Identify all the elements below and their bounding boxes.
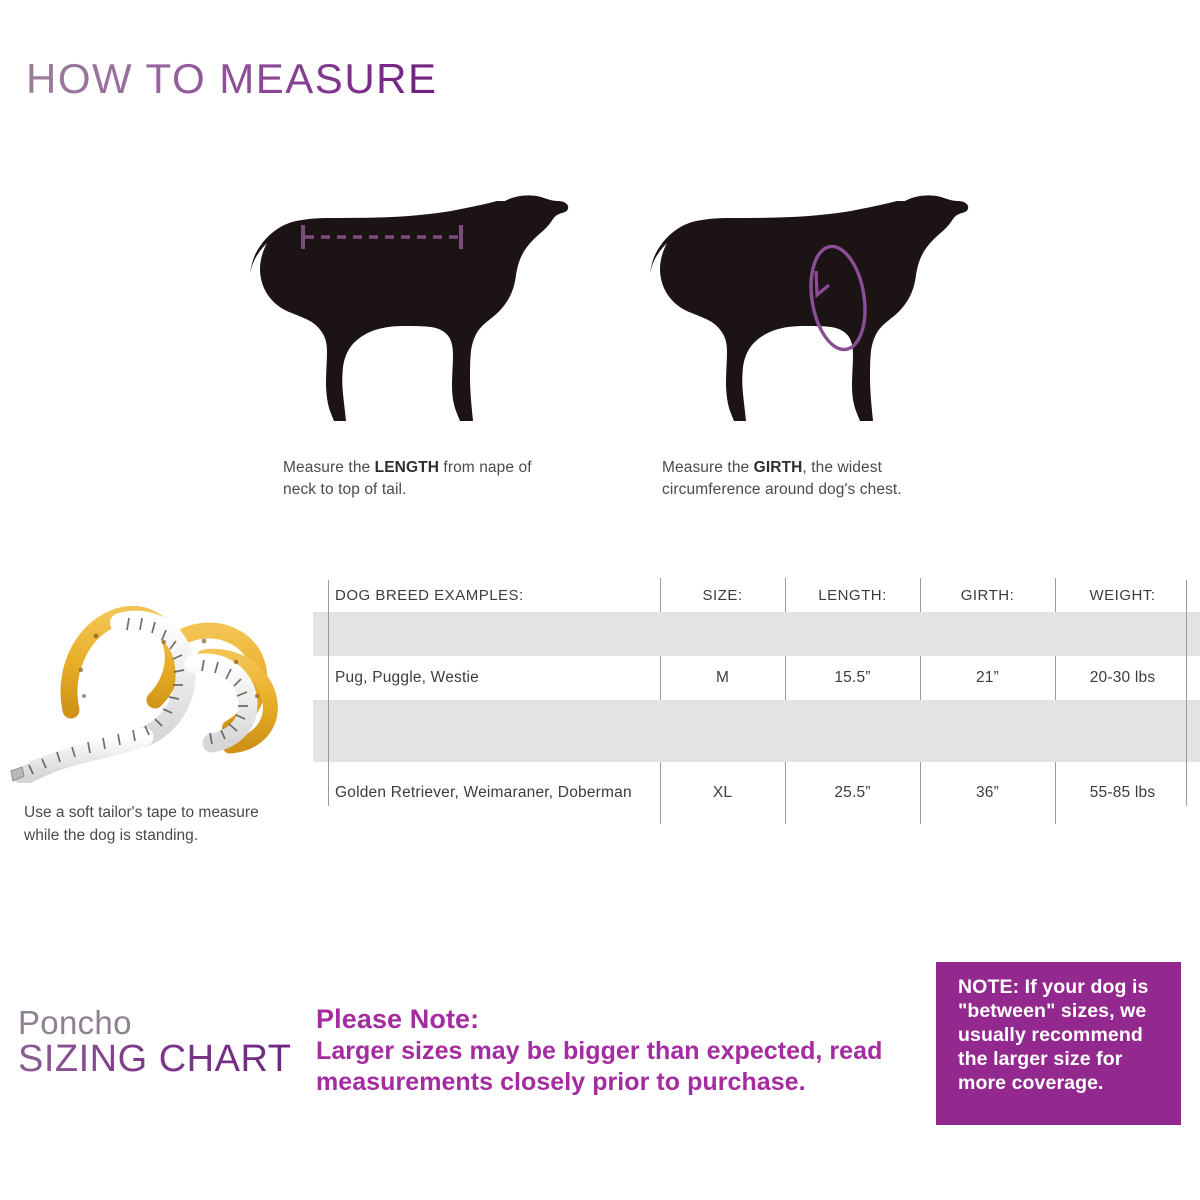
girth-illustration [650, 185, 980, 445]
cell-weight: 55-85 lbs [1055, 762, 1190, 824]
column-header-length: LENGTH: [785, 578, 920, 612]
sizing-chart-word: SIZING CHART [18, 1037, 292, 1080]
cell-size: M [660, 656, 785, 700]
cell-breed: Pug, Puggle, Westie [335, 669, 479, 686]
dog-silhouette-length-icon [250, 195, 569, 421]
cell-length: 15.5” [785, 656, 920, 700]
table-row-stripe [313, 700, 1200, 762]
note-box-text: NOTE: If your dog is "between" sizes, we… [958, 976, 1149, 1094]
size-table: DOG BREED EXAMPLES: SIZE: LENGTH: GIRTH:… [305, 578, 1200, 808]
poncho-word: Poncho [18, 1004, 132, 1041]
cell-weight: 20-30 lbs [1055, 656, 1190, 700]
note-box: NOTE: If your dog is "between" sizes, we… [936, 962, 1181, 1125]
column-header-size: SIZE: [660, 578, 785, 612]
table-row-stripe [313, 612, 1200, 656]
length-caption-pre: Measure the [283, 459, 375, 476]
column-header-breed: DOG BREED EXAMPLES: [335, 586, 524, 604]
length-caption-bold: LENGTH [374, 459, 439, 476]
cell-girth: 21” [920, 656, 1055, 700]
tape-caption: Use a soft tailor's tape to measure whil… [24, 804, 259, 844]
girth-caption-pre: Measure the [662, 459, 754, 476]
please-note-block: Please Note: Larger sizes may be bigger … [316, 1004, 916, 1098]
girth-caption-post: , the widest circumference around dog's … [662, 459, 902, 498]
table-right-rule [1186, 580, 1187, 806]
please-note-body: Larger sizes may be bigger than expected… [316, 1037, 883, 1097]
tape-measure-illustration [8, 578, 288, 783]
table-header-row: DOG BREED EXAMPLES: SIZE: LENGTH: GIRTH:… [305, 578, 1190, 612]
table-row: Golden Retriever, Weimaraner, Doberman XL… [305, 762, 1190, 824]
table-row: Pug, Puggle, Westie M 15.5” 21” 20-30 lbs [305, 656, 1190, 700]
girth-caption-bold: GIRTH [753, 459, 803, 476]
column-header-weight: WEIGHT: [1055, 578, 1190, 612]
girth-caption: Measure the GIRTH, the widest circumfere… [662, 457, 952, 501]
page-title: HOW TO MEASURE [26, 55, 438, 102]
cell-breed: Golden Retriever, Weimaraner, Doberman [335, 784, 632, 801]
cell-size: XL [660, 762, 785, 824]
girth-ellipse-arrow-icon [809, 244, 867, 352]
length-caption: Measure the LENGTH from nape of neck to … [283, 457, 553, 501]
length-caption-post: from nape of neck to top of tail. [283, 459, 532, 498]
length-illustration [250, 185, 580, 445]
table-left-rule [328, 580, 329, 806]
cell-girth: 36” [920, 762, 1055, 824]
table-header: DOG BREED EXAMPLES: SIZE: LENGTH: GIRTH:… [305, 578, 1190, 612]
poncho-sizing-chart-title: Poncho SIZING CHART [18, 1006, 291, 1078]
column-header-girth: GIRTH: [920, 578, 1055, 612]
cell-length: 25.5” [785, 762, 920, 824]
dog-silhouette-girth-icon [650, 195, 969, 421]
tailors-tape-measure-icon [10, 605, 278, 783]
please-note-heading: Please Note: [316, 1004, 480, 1034]
dashed-length-arrow-icon [301, 225, 463, 249]
